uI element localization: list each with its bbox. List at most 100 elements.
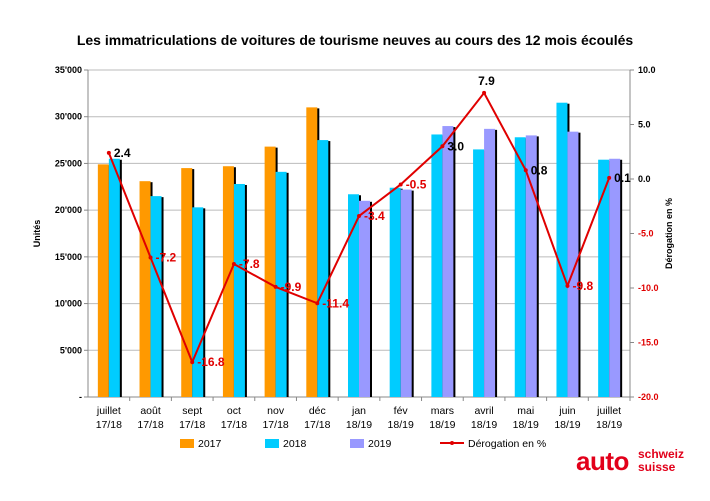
bar-2018 [108,158,120,397]
y-axis-label: Unités [32,220,42,248]
line-point [190,360,195,365]
bar-2017 [139,181,151,397]
bar-2018 [192,207,204,397]
bar-2018 [598,159,610,397]
logo-line1: schweiz [638,447,685,461]
y2-tick-label: -10.0 [638,283,659,293]
bar-2018 [317,140,329,398]
x-tick-label: août [140,405,161,417]
x-tick-label: 17/18 [262,419,288,431]
x-tick-label: déc [309,405,326,417]
bar-2018 [150,196,162,397]
data-label: 2.4 [114,146,131,160]
auto-schweiz-logo: auto schweiz suisse [576,446,684,477]
x-tick-label: 17/18 [137,419,163,431]
chart-title: Les immatriculations de voitures de tour… [76,32,634,48]
x-tick-label: 18/19 [554,419,580,431]
x-tick-label: juin [558,405,576,417]
bar-2018 [514,137,526,398]
x-tick-label: 17/18 [304,419,330,431]
y-tick-label: 25'000 [55,158,82,168]
legend-marker [450,441,454,445]
x-tick-label: 17/18 [221,419,247,431]
y2-tick-label: -15.0 [638,338,659,348]
y2-tick-label: 10.0 [638,65,656,75]
y-tick-label: 15'000 [55,252,82,262]
bar-2019 [484,128,496,398]
y-tick-label: 5'000 [60,345,82,355]
x-tick-label: sept [182,405,202,417]
line-point [148,255,153,260]
line-point [523,168,528,173]
x-tick-label: 18/19 [471,419,497,431]
line-point [398,182,403,187]
x-tick-label: 18/19 [429,419,455,431]
line-point [565,283,570,288]
x-tick-label: 18/19 [346,419,372,431]
bar-2018 [431,134,443,398]
data-label: -9.9 [281,280,302,294]
line-point [273,284,278,289]
x-tick-label: 18/19 [388,419,414,431]
y-tick-label: - [79,392,82,402]
line-point [106,150,111,155]
bar-2019 [609,158,621,397]
data-label: 0.1 [614,171,631,185]
y2-tick-label: 0.0 [638,174,651,184]
data-label: -11.4 [322,296,349,310]
x-tick-label: fév [394,405,409,417]
bar-2017 [222,166,234,397]
y2-tick-label: 5.0 [638,120,651,130]
x-tick-label: jan [351,405,366,417]
bar-2018 [233,183,245,397]
line-point [231,262,236,267]
line-point [315,301,320,306]
data-label: -16.8 [197,355,225,369]
y-tick-label: 10'000 [55,299,82,309]
data-label: -9.8 [572,279,593,293]
x-tick-label: mai [517,405,534,417]
y-tick-label: 30'000 [55,112,82,122]
legend-swatch-2019 [350,439,364,448]
x-tick-label: oct [227,405,241,417]
bar-2018 [348,194,359,397]
data-label: 0.8 [531,163,548,177]
x-tick-label: juillet [96,405,121,417]
line-point [482,90,487,95]
x-tick-label: 17/18 [96,419,122,431]
line-point [357,214,361,219]
bar-2019 [567,131,579,398]
x-tick-label: 17/18 [179,419,205,431]
data-label: -7.8 [239,257,260,271]
y-tick-label: 20'000 [55,205,82,215]
bar-2017 [97,164,109,397]
y2-axis-label: Dérogation en % [664,198,674,269]
data-label: -0.5 [406,177,427,191]
data-label: 3.0 [447,139,464,153]
line-point [607,175,612,180]
x-tick-label: nov [267,405,285,417]
bar-2018 [389,187,401,397]
data-label: 7.9 [478,74,495,88]
logo-line2: suisse [638,460,676,474]
bar-2019 [359,200,370,397]
x-tick-label: juillet [596,405,621,417]
bar-2019 [400,189,412,397]
legend-swatch-2018 [265,439,279,448]
bar-2019 [525,135,537,397]
bar-2018 [473,149,485,397]
bar-2018 [275,171,287,397]
y2-tick-label: -20.0 [638,392,659,402]
legend-swatch-2017 [180,439,194,448]
data-label: -3.4 [364,209,385,223]
bar-2017 [306,107,318,397]
x-tick-label: 18/19 [596,419,622,431]
legend-label: 2017 [198,438,222,450]
bar-2017 [264,146,276,397]
y-tick-label: 35'000 [55,65,82,75]
legend-label: 2018 [283,438,307,450]
legend-label: Dérogation en % [468,438,546,450]
bar-2019 [442,126,454,398]
line-point [440,144,445,149]
